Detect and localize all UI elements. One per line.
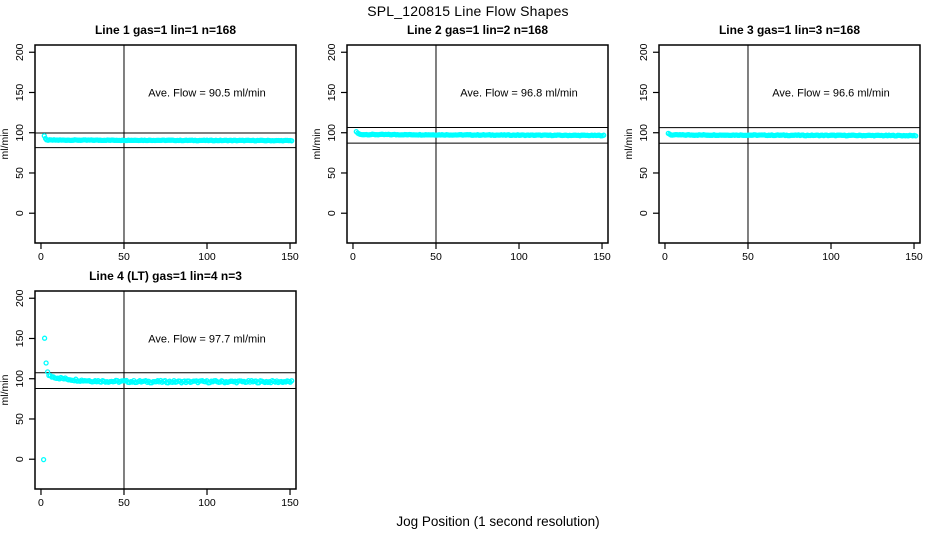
plot-box — [34, 44, 297, 244]
y-tick-label: 150 — [14, 84, 26, 102]
panel-line-2-chart: Line 2 gas=1 lin=2 n=168 0 50 100 150 200 ml/m… — [311, 23, 611, 263]
data-points — [353, 128, 607, 139]
panel-title: Line 1 gas=1 lin=1 n=168 — [95, 23, 236, 37]
data-points — [41, 133, 295, 144]
average-flow-annotation: Ave. Flow = 96.8 ml/min — [460, 87, 577, 99]
y-tick-label: 50 — [638, 167, 650, 179]
y-tick-label: 200 — [14, 43, 26, 61]
x-axis-label: Jog Position (1 second resolution) — [396, 514, 600, 529]
y-tick-label: 100 — [326, 124, 338, 142]
x-tick-label: 150 — [905, 251, 923, 263]
y-tick-label: 50 — [14, 413, 26, 425]
y-tick-label: 0 — [14, 210, 26, 216]
x-tick-label: 100 — [198, 251, 216, 263]
y-axis: 0 50 100 150 200 ml/min — [0, 289, 35, 462]
y-tick-label: 50 — [326, 167, 338, 179]
y-tick-label: 0 — [14, 456, 26, 462]
main-title: SPL_120815 Line Flow Shapes — [367, 3, 569, 19]
panel-line-3: Line 3 gas=1 lin=3 n=168 0 50 100 150 200 ml/m… — [623, 20, 936, 265]
average-flow-annotation: Ave. Flow = 96.6 ml/min — [772, 87, 889, 99]
data-point — [43, 360, 49, 366]
data-point — [601, 132, 607, 138]
panel-line-3-chart: Line 3 gas=1 lin=3 n=168 0 50 100 150 200 ml/m… — [623, 23, 923, 263]
y-axis: 0 50 100 150 200 ml/min — [0, 43, 35, 216]
y-tick-label: 150 — [14, 330, 26, 348]
plot-box — [658, 44, 921, 244]
y-tick-label: 50 — [14, 167, 26, 179]
y-tick-label: 150 — [638, 84, 650, 102]
x-tick-label: 50 — [118, 251, 130, 263]
y-tick-label: 100 — [638, 124, 650, 142]
x-axis: 0 50 100 150 — [38, 489, 299, 509]
y-tick-label: 100 — [14, 124, 26, 142]
y-axis: 0 50 100 150 200 ml/min — [623, 43, 659, 216]
y-tick-label: 0 — [638, 210, 650, 216]
y-axis-title: ml/min — [624, 128, 635, 159]
y-axis-title: ml/min — [0, 128, 11, 159]
x-tick-label: 150 — [593, 251, 611, 263]
average-flow-annotation: Ave. Flow = 90.5 ml/min — [148, 87, 265, 99]
x-tick-label: 150 — [281, 497, 299, 509]
x-tick-label: 100 — [198, 497, 216, 509]
data-point — [41, 133, 47, 139]
panel-title: Line 3 gas=1 lin=3 n=168 — [719, 23, 860, 37]
y-tick-label: 200 — [14, 289, 26, 307]
data-point — [913, 133, 919, 139]
data-points — [40, 335, 295, 463]
data-point — [40, 456, 47, 463]
x-tick-label: 0 — [662, 251, 668, 263]
panel-line-1-chart: Line 1 gas=1 lin=1 n=168 0 50 100 150 200 ml/m… — [0, 23, 299, 263]
data-points — [665, 130, 919, 139]
x-tick-label: 0 — [38, 251, 44, 263]
x-tick-label: 50 — [430, 251, 442, 263]
panel-line-4: Line 4 (LT) gas=1 lin=4 n=3 0 50 100 150 200 m… — [0, 266, 312, 511]
x-tick-label: 50 — [118, 497, 130, 509]
x-tick-label: 100 — [822, 251, 840, 263]
y-axis: 0 50 100 150 200 ml/min — [311, 43, 347, 216]
panel-line-1: Line 1 gas=1 lin=1 n=168 0 50 100 150 200 ml/m… — [0, 20, 312, 265]
panel-line-2: Line 2 gas=1 lin=2 n=168 0 50 100 150 200 ml/m… — [311, 20, 624, 265]
data-point — [289, 378, 295, 384]
panel-line-4-chart: Line 4 (LT) gas=1 lin=4 n=3 0 50 100 150 200 m… — [0, 269, 299, 509]
y-tick-label: 200 — [326, 43, 338, 61]
plot-box — [34, 290, 297, 490]
x-tick-label: 150 — [281, 251, 299, 263]
x-tick-label: 50 — [742, 251, 754, 263]
average-flow-annotation: Ave. Flow = 97.7 ml/min — [148, 333, 265, 345]
y-axis-title: ml/min — [0, 374, 11, 405]
y-tick-label: 150 — [326, 84, 338, 102]
data-point — [41, 335, 48, 341]
x-tick-label: 0 — [350, 251, 356, 263]
x-tick-label: 100 — [510, 251, 528, 263]
data-point — [289, 138, 295, 144]
plot-box — [346, 44, 609, 244]
x-axis: 0 50 100 150 — [662, 243, 923, 263]
panel-title: Line 2 gas=1 lin=2 n=168 — [407, 23, 548, 37]
x-axis: 0 50 100 150 — [38, 243, 299, 263]
y-axis-title: ml/min — [312, 128, 323, 159]
y-tick-label: 200 — [638, 43, 650, 61]
x-axis: 0 50 100 150 — [350, 243, 611, 263]
x-tick-label: 0 — [38, 497, 44, 509]
y-tick-label: 0 — [326, 210, 338, 216]
y-tick-label: 100 — [14, 370, 26, 388]
panel-title: Line 4 (LT) gas=1 lin=4 n=3 — [89, 269, 242, 283]
